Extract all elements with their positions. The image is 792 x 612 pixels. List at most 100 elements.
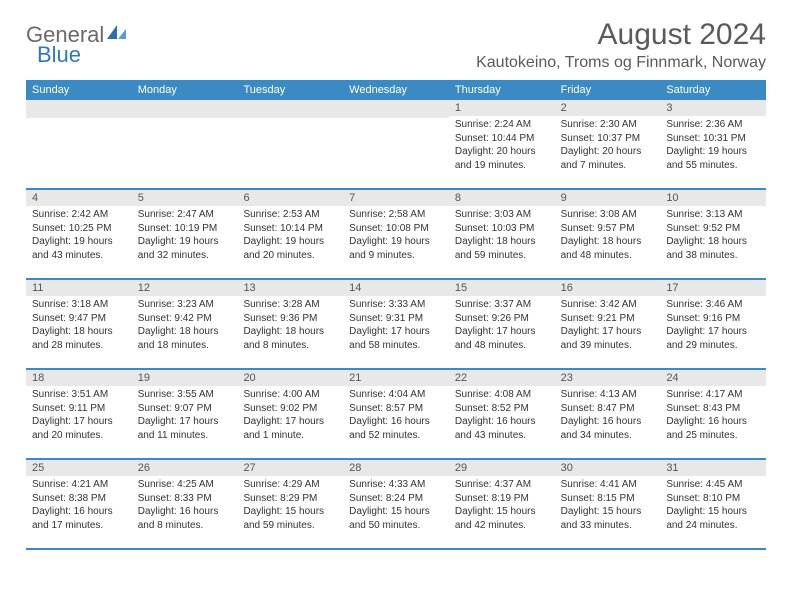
day-cell: 29Sunrise: 4:37 AMSunset: 8:19 PMDayligh… xyxy=(449,460,555,548)
day-cell: 23Sunrise: 4:13 AMSunset: 8:47 PMDayligh… xyxy=(555,370,661,458)
day-number: 28 xyxy=(343,460,449,476)
day-cell: 6Sunrise: 2:53 AMSunset: 10:14 PMDayligh… xyxy=(237,190,343,278)
sunrise-text: Sunrise: 4:21 AM xyxy=(32,478,126,492)
day-content: Sunrise: 4:37 AMSunset: 8:19 PMDaylight:… xyxy=(449,476,555,536)
sunset-text: Sunset: 9:16 PM xyxy=(666,312,760,326)
daylight-text: Daylight: 18 hours and 48 minutes. xyxy=(561,235,655,262)
day-content: Sunrise: 4:33 AMSunset: 8:24 PMDaylight:… xyxy=(343,476,449,536)
day-number: 13 xyxy=(237,280,343,296)
day-number: 26 xyxy=(132,460,238,476)
day-number: 8 xyxy=(449,190,555,206)
sunset-text: Sunset: 9:47 PM xyxy=(32,312,126,326)
sunrise-text: Sunrise: 4:08 AM xyxy=(455,388,549,402)
sunrise-text: Sunrise: 4:29 AM xyxy=(243,478,337,492)
day-cell: 27Sunrise: 4:29 AMSunset: 8:29 PMDayligh… xyxy=(237,460,343,548)
day-cell: 21Sunrise: 4:04 AMSunset: 8:57 PMDayligh… xyxy=(343,370,449,458)
sunset-text: Sunset: 8:24 PM xyxy=(349,492,443,506)
sunset-text: Sunset: 8:19 PM xyxy=(455,492,549,506)
daylight-text: Daylight: 18 hours and 59 minutes. xyxy=(455,235,549,262)
sunset-text: Sunset: 8:33 PM xyxy=(138,492,232,506)
day-cell: 9Sunrise: 3:08 AMSunset: 9:57 PMDaylight… xyxy=(555,190,661,278)
sunset-text: Sunset: 9:31 PM xyxy=(349,312,443,326)
day-number: 25 xyxy=(26,460,132,476)
day-cell: 24Sunrise: 4:17 AMSunset: 8:43 PMDayligh… xyxy=(660,370,766,458)
logo-sail-icon xyxy=(106,23,128,46)
daylight-text: Daylight: 18 hours and 28 minutes. xyxy=(32,325,126,352)
day-content: Sunrise: 3:46 AMSunset: 9:16 PMDaylight:… xyxy=(660,296,766,356)
sunset-text: Sunset: 8:15 PM xyxy=(561,492,655,506)
day-number: 12 xyxy=(132,280,238,296)
sunset-text: Sunset: 8:43 PM xyxy=(666,402,760,416)
sunset-text: Sunset: 9:42 PM xyxy=(138,312,232,326)
day-number: 15 xyxy=(449,280,555,296)
sunrise-text: Sunrise: 4:45 AM xyxy=(666,478,760,492)
daylight-text: Daylight: 16 hours and 8 minutes. xyxy=(138,505,232,532)
daylight-text: Daylight: 19 hours and 43 minutes. xyxy=(32,235,126,262)
day-number: 6 xyxy=(237,190,343,206)
day-number: 21 xyxy=(343,370,449,386)
week-row: 4Sunrise: 2:42 AMSunset: 10:25 PMDayligh… xyxy=(26,190,766,280)
header: General August 2024 Kautokeino, Troms og… xyxy=(26,18,766,72)
sunset-text: Sunset: 9:36 PM xyxy=(243,312,337,326)
weekday-wednesday: Wednesday xyxy=(343,80,449,100)
daylight-text: Daylight: 15 hours and 50 minutes. xyxy=(349,505,443,532)
daylight-text: Daylight: 15 hours and 42 minutes. xyxy=(455,505,549,532)
daylight-text: Daylight: 19 hours and 9 minutes. xyxy=(349,235,443,262)
day-cell: 2Sunrise: 2:30 AMSunset: 10:37 PMDayligh… xyxy=(555,100,661,188)
day-content: Sunrise: 3:13 AMSunset: 9:52 PMDaylight:… xyxy=(660,206,766,266)
day-content: Sunrise: 4:25 AMSunset: 8:33 PMDaylight:… xyxy=(132,476,238,536)
day-content: Sunrise: 3:42 AMSunset: 9:21 PMDaylight:… xyxy=(555,296,661,356)
week-row: 18Sunrise: 3:51 AMSunset: 9:11 PMDayligh… xyxy=(26,370,766,460)
sunset-text: Sunset: 9:57 PM xyxy=(561,222,655,236)
day-number: 4 xyxy=(26,190,132,206)
day-cell xyxy=(26,100,132,188)
day-number: 20 xyxy=(237,370,343,386)
day-number: 30 xyxy=(555,460,661,476)
sunrise-text: Sunrise: 2:47 AM xyxy=(138,208,232,222)
day-cell: 19Sunrise: 3:55 AMSunset: 9:07 PMDayligh… xyxy=(132,370,238,458)
daylight-text: Daylight: 20 hours and 19 minutes. xyxy=(455,145,549,172)
day-cell: 13Sunrise: 3:28 AMSunset: 9:36 PMDayligh… xyxy=(237,280,343,368)
day-cell: 8Sunrise: 3:03 AMSunset: 10:03 PMDayligh… xyxy=(449,190,555,278)
day-cell: 26Sunrise: 4:25 AMSunset: 8:33 PMDayligh… xyxy=(132,460,238,548)
day-cell: 14Sunrise: 3:33 AMSunset: 9:31 PMDayligh… xyxy=(343,280,449,368)
sunset-text: Sunset: 10:08 PM xyxy=(349,222,443,236)
daylight-text: Daylight: 16 hours and 25 minutes. xyxy=(666,415,760,442)
week-row: 25Sunrise: 4:21 AMSunset: 8:38 PMDayligh… xyxy=(26,460,766,550)
sunrise-text: Sunrise: 4:41 AM xyxy=(561,478,655,492)
sunrise-text: Sunrise: 3:03 AM xyxy=(455,208,549,222)
sunrise-text: Sunrise: 4:00 AM xyxy=(243,388,337,402)
sunset-text: Sunset: 10:25 PM xyxy=(32,222,126,236)
weekday-monday: Monday xyxy=(132,80,238,100)
day-cell: 16Sunrise: 3:42 AMSunset: 9:21 PMDayligh… xyxy=(555,280,661,368)
weekday-friday: Friday xyxy=(555,80,661,100)
calendar: Sunday Monday Tuesday Wednesday Thursday… xyxy=(26,80,766,550)
sunrise-text: Sunrise: 3:23 AM xyxy=(138,298,232,312)
daylight-text: Daylight: 16 hours and 52 minutes. xyxy=(349,415,443,442)
sunrise-text: Sunrise: 3:08 AM xyxy=(561,208,655,222)
day-number: 3 xyxy=(660,100,766,116)
sunset-text: Sunset: 9:02 PM xyxy=(243,402,337,416)
week-row: 1Sunrise: 2:24 AMSunset: 10:44 PMDayligh… xyxy=(26,100,766,190)
daylight-text: Daylight: 16 hours and 17 minutes. xyxy=(32,505,126,532)
day-content: Sunrise: 3:33 AMSunset: 9:31 PMDaylight:… xyxy=(343,296,449,356)
day-cell: 17Sunrise: 3:46 AMSunset: 9:16 PMDayligh… xyxy=(660,280,766,368)
day-number: 1 xyxy=(449,100,555,116)
sunrise-text: Sunrise: 2:42 AM xyxy=(32,208,126,222)
sunset-text: Sunset: 9:26 PM xyxy=(455,312,549,326)
sunrise-text: Sunrise: 4:37 AM xyxy=(455,478,549,492)
daylight-text: Daylight: 19 hours and 55 minutes. xyxy=(666,145,760,172)
day-cell xyxy=(343,100,449,188)
day-content: Sunrise: 4:41 AMSunset: 8:15 PMDaylight:… xyxy=(555,476,661,536)
day-number: 16 xyxy=(555,280,661,296)
weekday-tuesday: Tuesday xyxy=(237,80,343,100)
month-title: August 2024 xyxy=(476,18,766,52)
empty-day-bar xyxy=(343,100,449,118)
day-cell: 25Sunrise: 4:21 AMSunset: 8:38 PMDayligh… xyxy=(26,460,132,548)
sunset-text: Sunset: 10:44 PM xyxy=(455,132,549,146)
daylight-text: Daylight: 20 hours and 7 minutes. xyxy=(561,145,655,172)
day-number: 22 xyxy=(449,370,555,386)
weekday-saturday: Saturday xyxy=(660,80,766,100)
day-content: Sunrise: 2:42 AMSunset: 10:25 PMDaylight… xyxy=(26,206,132,266)
daylight-text: Daylight: 15 hours and 33 minutes. xyxy=(561,505,655,532)
